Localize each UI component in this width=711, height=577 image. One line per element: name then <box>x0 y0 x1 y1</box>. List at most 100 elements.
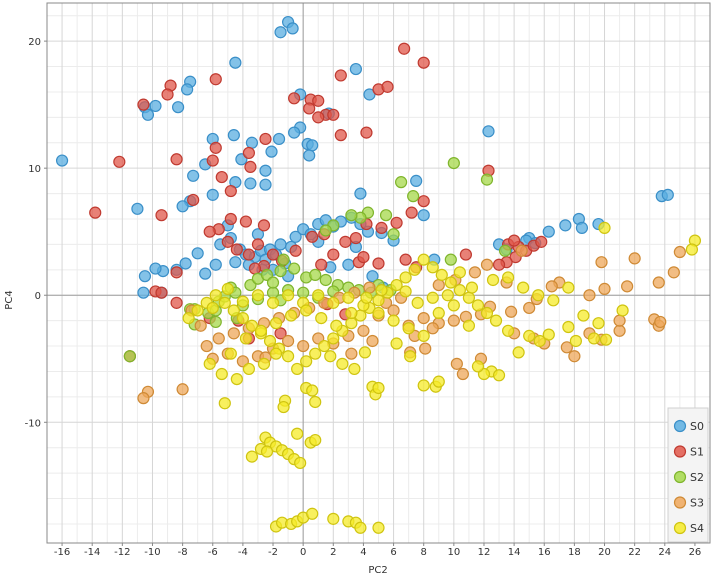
data-point <box>480 258 494 271</box>
legend: S0 S1 S2 S3 S4 <box>667 407 709 543</box>
data-point <box>395 176 408 189</box>
data-point <box>363 281 376 294</box>
data-point <box>357 251 370 264</box>
data-point <box>334 69 347 82</box>
data-point <box>345 209 358 222</box>
data-point <box>360 126 373 139</box>
data-point <box>245 136 259 149</box>
data-point <box>330 319 343 332</box>
data-point <box>300 304 313 317</box>
data-point <box>547 294 560 307</box>
data-point <box>523 329 536 342</box>
data-point <box>131 202 144 215</box>
x-tick-label: -2 <box>268 547 278 558</box>
data-point <box>545 280 558 293</box>
data-point <box>562 281 575 294</box>
data-point <box>227 327 240 340</box>
x-tick-label: -6 <box>208 547 218 558</box>
data-point <box>319 273 332 287</box>
data-point <box>265 145 278 158</box>
data-point <box>206 154 219 167</box>
data-point <box>281 350 295 363</box>
data-point <box>542 328 555 341</box>
data-point <box>176 383 189 396</box>
data-point <box>236 312 249 325</box>
data-point <box>259 178 272 191</box>
x-tick-label: 10 <box>447 547 460 558</box>
data-point <box>372 381 385 395</box>
y-tick-labels: -10 0 10 20 <box>25 37 47 429</box>
data-point <box>251 238 265 251</box>
data-point <box>426 291 439 304</box>
data-point <box>354 187 367 200</box>
data-point <box>366 270 379 283</box>
y-tick-label: 0 <box>35 291 41 302</box>
data-point <box>281 334 295 348</box>
data-point <box>181 83 194 96</box>
data-point <box>274 238 287 251</box>
data-point <box>254 324 268 337</box>
x-tick-label: 14 <box>508 547 521 558</box>
data-point <box>244 160 257 174</box>
data-point <box>459 248 472 261</box>
data-point <box>187 169 200 182</box>
data-point <box>667 266 680 279</box>
data-point <box>200 339 213 353</box>
legend-label: S4 <box>690 522 704 535</box>
data-point <box>209 73 222 86</box>
legend-marker <box>673 445 687 458</box>
data-point <box>654 315 667 329</box>
data-point <box>215 367 228 381</box>
data-point <box>309 268 322 282</box>
data-point <box>277 400 290 414</box>
data-point <box>372 257 385 270</box>
data-point <box>379 209 393 222</box>
data-point <box>345 317 358 330</box>
data-point <box>486 273 500 287</box>
data-point <box>366 334 379 348</box>
data-point <box>375 221 388 234</box>
data-point <box>372 294 385 307</box>
data-point <box>628 252 641 265</box>
data-point <box>291 362 304 376</box>
data-point <box>342 291 355 304</box>
y-axis-title: PC4 <box>4 290 15 309</box>
data-point <box>417 329 430 342</box>
data-point <box>613 324 626 337</box>
y-tick-label: -10 <box>25 418 41 429</box>
data-point <box>407 190 420 203</box>
data-point <box>410 174 423 187</box>
data-point <box>349 62 362 76</box>
data-point <box>315 258 328 271</box>
data-point <box>224 184 237 198</box>
data-point <box>661 188 674 201</box>
data-point <box>229 56 242 69</box>
x-tick-labels: -16 -14 -12 -10 -8 -6 -4 -2 0 2 4 6 8 10 12 14 16 18 20 22 2… <box>54 543 701 558</box>
data-point <box>227 129 240 142</box>
data-point <box>345 306 358 320</box>
data-point <box>435 268 448 282</box>
data-point <box>288 262 301 275</box>
data-point <box>242 362 256 376</box>
data-point <box>515 244 528 257</box>
data-point <box>327 108 340 121</box>
data-point <box>450 357 463 370</box>
x-tick-label: 16 <box>538 547 551 558</box>
data-point <box>251 289 265 302</box>
x-tick-label: 18 <box>568 547 581 558</box>
data-point <box>358 346 372 359</box>
data-point <box>501 271 515 284</box>
data-point <box>272 132 286 146</box>
data-point <box>592 317 605 330</box>
data-point <box>404 350 417 363</box>
data-point <box>303 149 316 162</box>
data-point <box>339 235 352 248</box>
data-point <box>492 258 506 271</box>
data-point <box>224 347 237 360</box>
data-point <box>417 379 430 392</box>
series-s1 <box>89 42 548 363</box>
data-point <box>598 282 611 295</box>
x-tick-label: 22 <box>628 547 641 558</box>
data-point <box>357 324 370 337</box>
data-point <box>577 309 590 322</box>
